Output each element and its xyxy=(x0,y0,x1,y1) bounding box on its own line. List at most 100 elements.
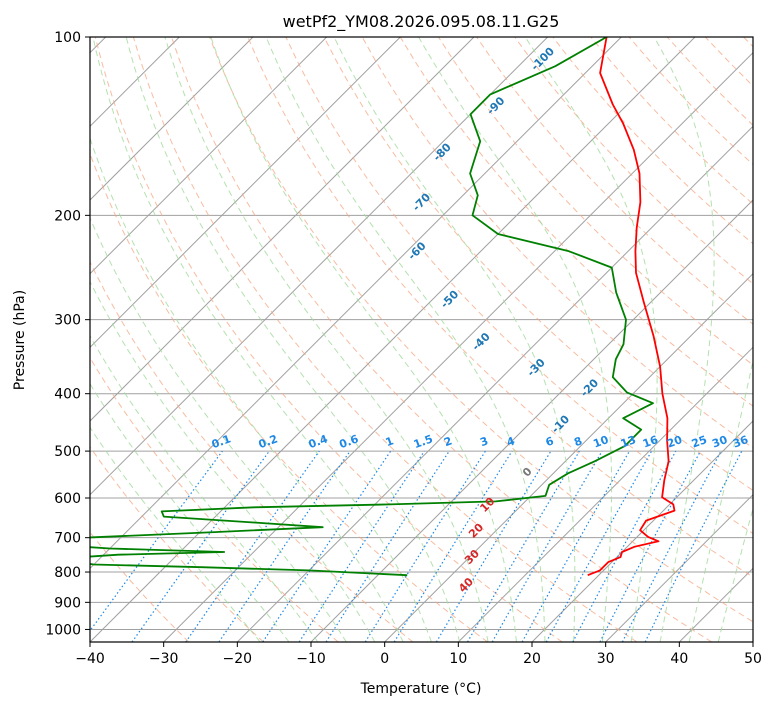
dry-adiabat-line xyxy=(90,531,190,642)
y-tick-label: 600 xyxy=(54,491,81,507)
mixing-ratio-line xyxy=(393,450,513,642)
isotherm-line xyxy=(90,37,622,570)
mixing-ratio-line xyxy=(325,450,450,642)
x-tick-label: 10 xyxy=(449,651,467,667)
isotherm-line xyxy=(90,37,549,496)
mixing-ratio-label: 2 xyxy=(442,434,454,449)
isotherm-line xyxy=(531,420,753,642)
x-tick-label: −20 xyxy=(223,651,253,667)
y-tick-label: 200 xyxy=(54,208,81,224)
isotherm-line xyxy=(163,51,753,642)
mixing-ratio-label: 36 xyxy=(731,433,750,451)
dry-adiabat-line xyxy=(90,260,414,642)
x-tick-label: −40 xyxy=(75,651,105,667)
mixing-ratio-label: 0.2 xyxy=(257,432,280,451)
y-tick-label: 500 xyxy=(54,444,81,460)
dry-adiabat-line xyxy=(209,37,753,623)
isotherm-line xyxy=(310,199,753,642)
mixing-ratio-line xyxy=(90,450,223,632)
moist-adiabat-line xyxy=(90,216,376,642)
mixing-ratio-line xyxy=(599,450,702,642)
dry-adiabat-label: -20 xyxy=(578,376,601,399)
dry-adiabat-label: 0 xyxy=(520,465,535,480)
isotherm-line xyxy=(678,567,753,642)
isotherm-line xyxy=(90,37,696,642)
y-tick-label: 300 xyxy=(54,313,81,329)
mixing-ratio-label: 16 xyxy=(641,433,660,451)
dry-adiabat-line xyxy=(476,37,753,325)
y-tick-label: 1000 xyxy=(45,622,81,638)
mixing-ratio-label: 25 xyxy=(690,433,709,450)
mixing-ratio-label: 4 xyxy=(505,434,517,449)
profile-lines xyxy=(90,37,676,577)
moist-adiabat-line xyxy=(653,37,715,642)
moist-adiabat-line xyxy=(210,37,517,642)
y-tick-label: 100 xyxy=(54,30,81,46)
isotherm-line xyxy=(90,37,328,275)
mixing-ratio-line xyxy=(218,450,351,642)
x-tick-label: 50 xyxy=(744,651,762,667)
temperature-profile-line xyxy=(587,37,676,577)
dry-adiabat-label: -80 xyxy=(431,140,454,163)
background-lines xyxy=(90,37,753,642)
dry-adiabat-line xyxy=(323,37,753,491)
mixing-ratio-label: 6 xyxy=(544,434,556,449)
mixing-ratio-line xyxy=(364,450,486,642)
mixing-ratio-line xyxy=(644,450,743,642)
isotherm-line xyxy=(605,493,753,642)
mixing-ratio-line xyxy=(185,450,320,642)
mixing-ratio-label: 13 xyxy=(619,433,638,450)
dry-adiabat-line xyxy=(247,37,753,578)
dry-adiabat-line xyxy=(90,356,339,642)
y-tick-label: 400 xyxy=(54,387,81,403)
dry-adiabat-line xyxy=(90,152,488,642)
dry-adiabat-line xyxy=(666,37,753,126)
isotherm-line xyxy=(90,37,254,201)
dry-adiabat-label: -40 xyxy=(470,330,493,353)
y-tick-label: 900 xyxy=(54,595,81,611)
moist-adiabat-line xyxy=(688,358,753,642)
y-axis-label: Pressure (hPa) xyxy=(12,290,28,390)
moist-adiabat-line xyxy=(164,37,489,642)
mixing-ratio-line xyxy=(262,450,392,642)
mixing-ratio-label: 8 xyxy=(572,434,584,449)
x-tick-label: −10 xyxy=(296,651,326,667)
mixing-ratio-label: 30 xyxy=(710,433,729,451)
dry-adiabat-label: -30 xyxy=(525,356,548,379)
isotherm-line xyxy=(90,37,475,422)
isotherm-line xyxy=(384,272,753,642)
dry-adiabat-label: 30 xyxy=(462,547,482,567)
dry-adiabat-line xyxy=(590,37,753,205)
isotherm-line xyxy=(90,37,401,349)
mixing-ratio-label: 10 xyxy=(591,433,610,451)
mixing-ratio-label: 0.4 xyxy=(307,432,330,451)
y-axis-ticks: 100 200 300 400 500 600 700 800 900 1000 xyxy=(45,30,90,638)
moist-adiabat-line xyxy=(524,37,658,642)
moist-adiabat-line xyxy=(92,37,432,642)
moist-adiabat-line xyxy=(333,37,576,642)
y-tick-label: 800 xyxy=(54,565,81,581)
moist-adiabat-line xyxy=(90,334,319,642)
mixing-ratio-line xyxy=(521,450,631,642)
x-tick-label: 40 xyxy=(670,651,688,667)
dry-adiabat-label: -10 xyxy=(549,412,572,435)
x-tick-label: 20 xyxy=(523,651,541,667)
mixing-ratio-label: 0.1 xyxy=(210,432,233,451)
mixing-ratio-line xyxy=(435,450,552,642)
x-axis-ticks: −40 −30 −20 −10 0 10 20 30 40 50 xyxy=(75,642,762,667)
mixing-ratio-label: 0.6 xyxy=(338,432,361,451)
moist-adiabat-line xyxy=(90,426,261,642)
chart-title: wetPf2_YM08.2026.095.08.11.G25 xyxy=(283,12,560,32)
dry-adiabat-line xyxy=(743,37,753,48)
isotherm-line xyxy=(752,641,753,642)
dry-adiabat-line xyxy=(514,37,753,285)
x-tick-label: 0 xyxy=(380,651,389,667)
isotherm-line xyxy=(236,125,753,642)
mixing-ratio-line xyxy=(545,450,653,642)
mixing-ratio-label: 1.5 xyxy=(412,432,435,451)
moist-adiabat-line xyxy=(717,506,753,642)
dry-adiabat-label: -60 xyxy=(405,239,428,262)
moist-adiabat-line xyxy=(418,37,613,642)
